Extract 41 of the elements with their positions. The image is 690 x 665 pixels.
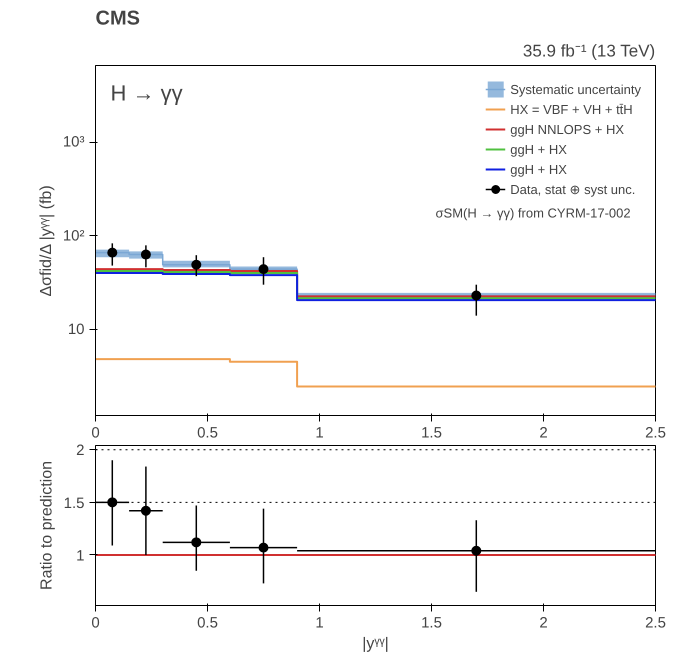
y-tick-label: 1: [76, 547, 84, 564]
point: [140, 506, 151, 516]
chart-subtitle: 35.9 fb⁻¹ (13 TeV): [522, 42, 656, 60]
point: [471, 290, 482, 300]
x-tick-label: 1: [315, 614, 324, 632]
x-tick-label: 2: [539, 424, 548, 442]
x-axis-title: |yᵞᵞ|: [362, 636, 389, 652]
x-tick-label: 0: [91, 424, 100, 442]
y-axis-title: Δσfid/Δ |yᵞᵞ| (fb): [38, 185, 55, 297]
point: [191, 260, 202, 270]
legend-label: ggH NNLOPS + HX: [510, 122, 624, 136]
y-tick-label: 1.5: [64, 494, 85, 512]
chart-title: CMS: [96, 8, 140, 30]
x-tick-label: 1.5: [421, 424, 442, 442]
legend-label: ggH + HX: [510, 162, 567, 176]
point: [258, 264, 268, 274]
point: [191, 537, 202, 548]
y-tick-label: 10: [68, 320, 85, 338]
legend-label: HX = VBF + VH + tt̄H: [510, 102, 633, 116]
legend-label: Data, stat ⊕ syst unc.: [510, 182, 636, 196]
annotation: σSM(H → γγ) from CYRM-17-002: [436, 206, 631, 220]
point: [258, 542, 268, 553]
x-tick-label: 2.5: [645, 424, 666, 442]
x-tick-label: 1: [315, 424, 324, 442]
legend-label: ggH + HX: [510, 142, 567, 156]
point: [107, 497, 118, 508]
point: [471, 546, 482, 556]
x-tick-label: 0: [91, 614, 100, 632]
x-tick-label: 0.5: [197, 424, 218, 442]
legend-label: Systematic uncertainty: [510, 82, 641, 96]
x-tick-label: 1.5: [421, 614, 442, 632]
y-tick-label: 10³: [62, 134, 85, 151]
point: [107, 248, 118, 258]
annotation: H → γγ: [110, 80, 183, 106]
x-tick-label: 2: [539, 614, 548, 632]
y-tick-label: 10²: [62, 227, 85, 244]
y-tick-label: 2: [76, 442, 84, 460]
x-tick-label: 0.5: [197, 614, 218, 632]
x-tick-label: 2.5: [645, 614, 666, 632]
point: [140, 250, 151, 260]
y-axis-title: Ratio to prediction: [38, 461, 56, 590]
